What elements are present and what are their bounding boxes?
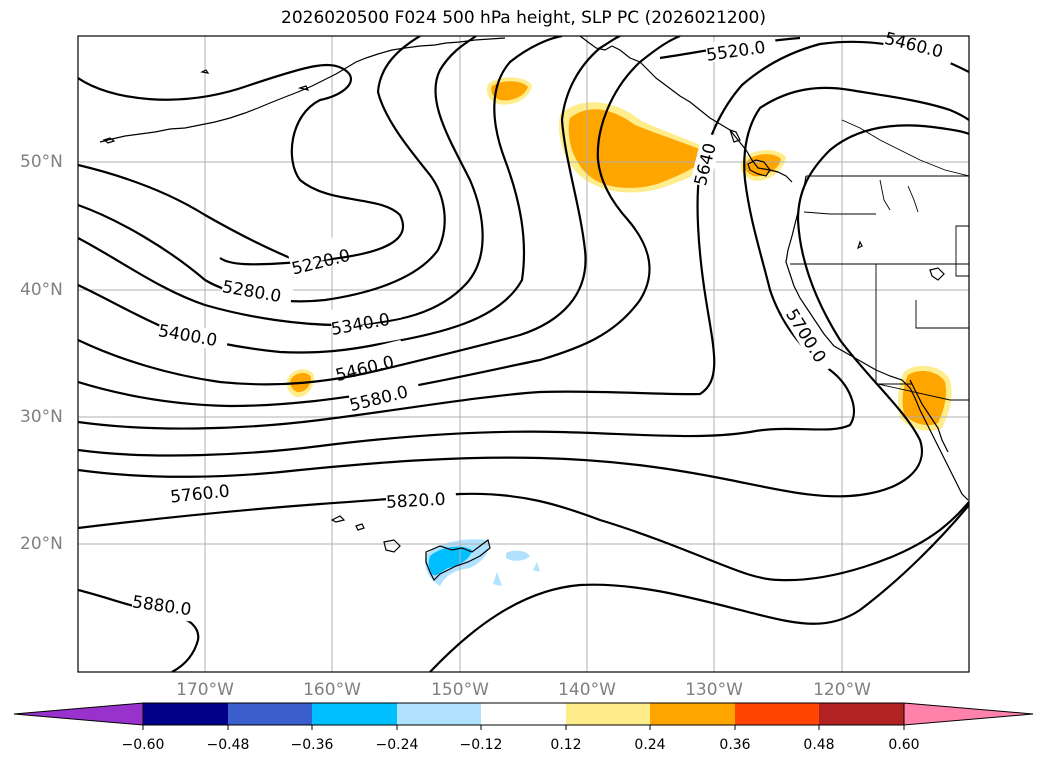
contour-label-5280: 5280.0 <box>221 277 283 307</box>
lat-label-50n: 50°N <box>20 152 63 172</box>
colorbar-tick-label: −0.60 <box>121 737 165 753</box>
negative-anomaly-east-2 <box>493 572 502 586</box>
contour-labels: 5220.0 5280.0 5340.0 5400.0 5460.0 5580.… <box>131 27 956 623</box>
colorbar-extend-high <box>903 702 1034 726</box>
colorbar-tick-label: −0.12 <box>459 737 503 753</box>
colorbar-bin-5 <box>481 703 566 725</box>
contour-5220-west <box>78 163 301 264</box>
colorbar-tick-label: 0.12 <box>550 737 582 753</box>
colorbar-tick-label: 0.24 <box>634 737 666 753</box>
colorbar-bin-8 <box>735 703 819 725</box>
contour-5220 <box>78 63 405 266</box>
lon-label-160w: 160°W <box>303 680 361 700</box>
contour-label-5820: 5820.0 <box>386 490 446 513</box>
colorbar-tick-label: 0.60 <box>888 737 920 753</box>
colorbar-bin-2 <box>228 703 312 725</box>
contour-label-5460-east: 5460.0 <box>882 29 945 63</box>
contour-label-5700: 5700.0 <box>781 306 829 367</box>
lon-label-150w: 150°W <box>431 680 489 700</box>
contour-5820 <box>78 492 969 582</box>
colorbar-bin-4 <box>397 703 481 725</box>
contour-5580 <box>78 36 681 408</box>
height-contours <box>78 36 969 672</box>
colorbar-outline <box>142 702 905 726</box>
negative-anomaly-east-1 <box>506 550 530 561</box>
lon-label-120w: 120°W <box>813 680 871 700</box>
positive-anomaly-north-core <box>491 81 528 101</box>
colorbar-tick-label: 0.36 <box>719 737 751 753</box>
contour-5460 <box>78 36 621 386</box>
lat-label-20n: 20°N <box>20 534 63 554</box>
map-frame <box>77 35 970 673</box>
colorbar-bin-9 <box>819 703 904 725</box>
lon-label-130w: 130°W <box>685 680 743 700</box>
contour-5340 <box>78 36 484 327</box>
graticule <box>78 36 969 672</box>
contour-label-5400: 5400.0 <box>157 321 219 351</box>
map-title: 2026020500 F024 500 hPa height, SLP PC (… <box>281 8 766 28</box>
coastlines <box>99 36 969 582</box>
contour-5700 <box>78 86 969 457</box>
contour-5760 <box>78 124 969 498</box>
colorbar-bin-1 <box>143 703 228 725</box>
contour-label-5880: 5880.0 <box>131 592 193 620</box>
colorbar-bin-7 <box>650 703 735 725</box>
colorbar-tick-label: −0.36 <box>290 737 334 753</box>
contour-5280 <box>78 36 446 303</box>
colorbar-bin-3 <box>312 703 397 725</box>
lon-label-170w: 170°W <box>176 680 234 700</box>
lat-label-40n: 40°N <box>20 280 63 300</box>
lat-label-30n: 30°N <box>20 407 63 427</box>
colorbar-extend-low <box>13 702 144 726</box>
colorbar-tick-label: 0.48 <box>803 737 835 753</box>
positive-anomaly-baja-core <box>902 370 947 426</box>
negative-anomaly-hawaii-core <box>428 546 472 576</box>
contour-5880-east <box>429 504 969 672</box>
contour-5640 <box>78 40 969 430</box>
colorbar-tick-label: −0.48 <box>206 737 250 753</box>
negative-anomaly-east-3 <box>533 562 540 572</box>
colorbar-tick-label: −0.24 <box>375 737 419 753</box>
colorbar <box>13 702 1034 730</box>
positive-anomaly-gulf-alaska-core <box>568 109 707 188</box>
borders <box>790 119 969 401</box>
lon-label-140w: 140°W <box>558 680 616 700</box>
colorbar-bin-6 <box>566 703 650 725</box>
